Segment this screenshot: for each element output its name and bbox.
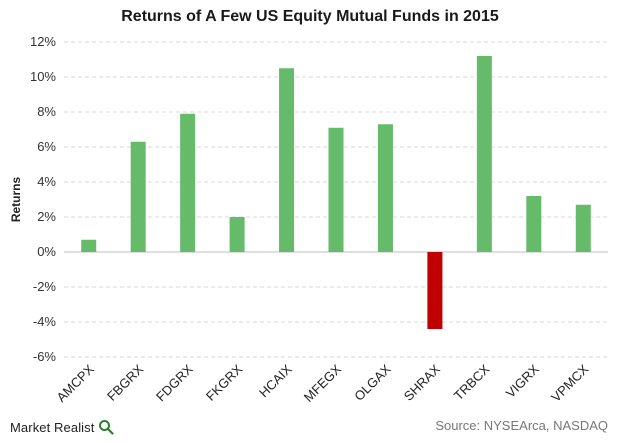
bar-hcaix xyxy=(279,68,295,252)
bar-fdgrx xyxy=(180,113,196,252)
x-tick-label: FKGRX xyxy=(203,361,246,404)
logo-text: Market Realist xyxy=(10,419,95,435)
bar-amcpx xyxy=(81,239,97,252)
y-tick-label: 12% xyxy=(30,34,56,49)
y-tick-label: 0% xyxy=(37,244,56,259)
bar-olgax xyxy=(377,124,393,252)
x-tick-label: VPMCX xyxy=(548,361,592,405)
source-note: Source: NYSEArca, NASDAQ xyxy=(435,418,608,433)
x-tick-label: MFEGX xyxy=(301,361,345,405)
x-tick-label: SHRAX xyxy=(401,361,444,404)
y-tick-label: 4% xyxy=(37,174,56,189)
x-tick-label: HCAIX xyxy=(256,361,295,400)
bar-fbgrx xyxy=(130,141,146,252)
x-tick-label: OLGAX xyxy=(351,361,394,404)
market-realist-logo: Market Realist xyxy=(10,416,115,438)
y-tick-label: 8% xyxy=(37,104,56,119)
y-tick-label: 2% xyxy=(37,209,56,224)
bar-trbcx xyxy=(476,56,492,252)
bar-vigrx xyxy=(526,196,542,252)
magnifier-icon xyxy=(99,420,115,435)
bar-mfegx xyxy=(328,127,344,252)
chart-title: Returns of A Few US Equity Mutual Funds … xyxy=(121,8,499,25)
bar-shrax xyxy=(427,252,443,329)
y-tick-label: -6% xyxy=(33,349,57,364)
y-tick-label: 6% xyxy=(37,139,56,154)
x-tick-label: FDGRX xyxy=(153,361,196,404)
y-tick-label: 10% xyxy=(30,69,56,84)
bar-vpmcx xyxy=(575,204,591,252)
y-tick-label: -2% xyxy=(33,279,57,294)
x-tick-label: FBGRX xyxy=(104,361,147,404)
x-tick-label: VIGRX xyxy=(503,361,542,400)
y-tick-label: -4% xyxy=(33,314,57,329)
y-axis-label: Returns xyxy=(9,177,23,223)
x-tick-label: TRBCX xyxy=(451,361,493,403)
bar-fkgrx xyxy=(229,217,245,252)
x-tick-label: AMCPX xyxy=(54,361,98,405)
